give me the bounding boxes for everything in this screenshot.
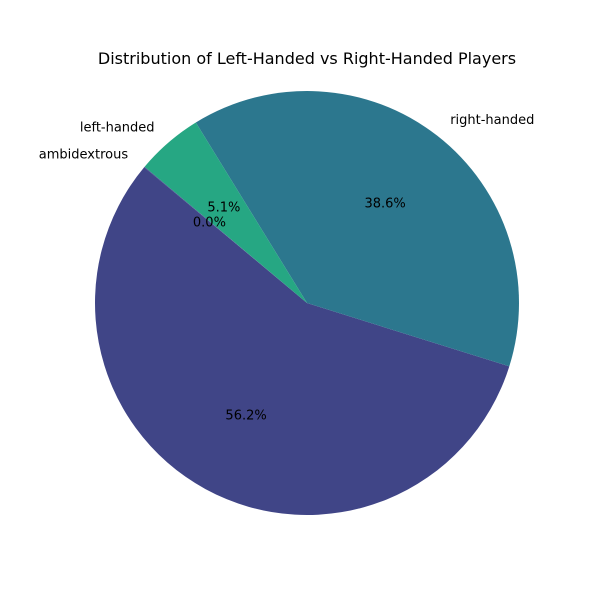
pie-slice-percent: 38.6% (364, 197, 405, 212)
pie-slice (144, 122, 307, 304)
pie-slice (144, 166, 307, 303)
pie-slice-percent: 0.0% (193, 215, 226, 230)
pie-slice-label: left-handed (80, 121, 155, 136)
pie-slices (95, 90, 520, 515)
pie-slice-percent: 56.2% (225, 409, 266, 424)
chart-title: Distribution of Left-Handed vs Right-Han… (98, 49, 516, 68)
pie-slice (195, 90, 520, 367)
pie-slice-label: ambidextrous (39, 147, 129, 162)
pie-labels: ambidextrous 0.0% 56.2% right-handed 38.6% le… (39, 113, 535, 424)
pie-slice (95, 167, 510, 515)
pie-slice-label: right-handed (450, 113, 534, 128)
pie-slice-percent: 5.1% (207, 201, 240, 216)
